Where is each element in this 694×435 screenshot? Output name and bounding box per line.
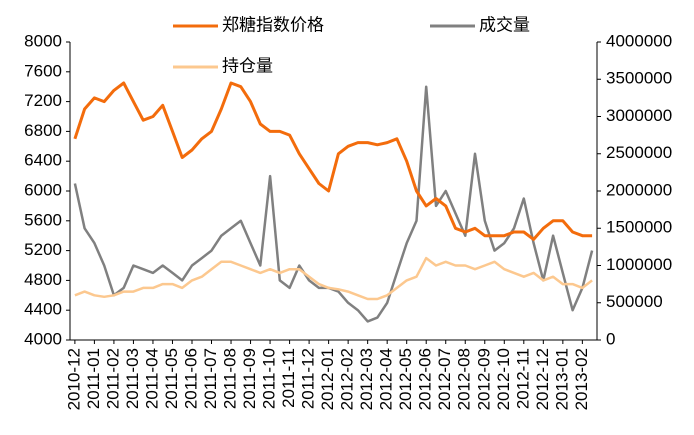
x-tick-label: 2012-09 <box>474 348 493 410</box>
y-tick-label: 4000 <box>24 329 62 348</box>
y-tick-label: 4800 <box>24 270 62 289</box>
x-tick-label: 2012-08 <box>455 348 474 410</box>
x-tick-label: 2013-01 <box>552 348 571 410</box>
x-tick-label: 2012-02 <box>338 348 357 410</box>
x-tick-label: 2012-03 <box>357 348 376 410</box>
x-tick-label: 2011-04 <box>142 348 161 409</box>
x-tick-label: 2012-10 <box>494 348 513 410</box>
series-line <box>73 85 594 323</box>
y2-tick-label: 1000000 <box>606 255 672 274</box>
x-tick-label: 2012-11 <box>513 348 532 409</box>
y-tick-label: 5600 <box>24 210 62 229</box>
y-tick-label: 5200 <box>24 240 62 259</box>
x-tick-label: 2012-05 <box>396 348 415 410</box>
y-tick-label: 7600 <box>24 61 62 80</box>
x-tick-label: 2010-12 <box>64 348 83 410</box>
x-tick-label: 2012-01 <box>318 348 337 410</box>
y2-tick-label: 1500000 <box>606 218 672 237</box>
legend-label: 成交量 <box>479 15 530 34</box>
y2-tick-label: 0 <box>606 329 615 348</box>
x-tick-label: 2012-06 <box>416 348 435 410</box>
legend-label: 郑糖指数价格 <box>222 15 324 34</box>
series-line <box>73 81 593 241</box>
legend-label: 持仓量 <box>222 56 273 75</box>
y2-tick-label: 3000000 <box>606 106 672 125</box>
y2-tick-label: 2500000 <box>606 143 672 162</box>
x-tick-label: 2011-11 <box>279 348 298 408</box>
y-tick-label: 6400 <box>24 151 62 170</box>
x-tick-label: 2012-04 <box>377 348 396 410</box>
y2-tick-label: 2000000 <box>606 180 672 199</box>
y-tick-label: 6000 <box>24 180 62 199</box>
y-tick-label: 4400 <box>24 300 62 319</box>
x-tick-label: 2011-01 <box>84 348 103 409</box>
x-tick-label: 2011-08 <box>221 348 240 409</box>
x-tick-label: 2012-07 <box>435 348 454 410</box>
x-tick-label: 2011-03 <box>123 348 142 409</box>
y2-tick-label: 3500000 <box>606 69 672 88</box>
x-tick-label: 2011-05 <box>162 348 181 409</box>
x-tick-label: 2011-02 <box>103 348 122 409</box>
x-tick-label: 2011-07 <box>201 348 220 409</box>
x-tick-label: 2013-02 <box>572 348 591 410</box>
y2-tick-label: 4000000 <box>606 31 672 50</box>
y-tick-label: 7200 <box>24 91 62 110</box>
x-tick-label: 2011-10 <box>260 348 279 409</box>
x-tick-label: 2011-09 <box>240 348 259 409</box>
series-line <box>74 256 593 301</box>
x-tick-label: 2011-06 <box>181 348 200 409</box>
x-tick-label: 2011-12 <box>299 348 318 409</box>
y-tick-label: 6800 <box>24 121 62 140</box>
x-tick-label: 2012-12 <box>533 348 552 410</box>
y-tick-label: 8000 <box>24 31 62 50</box>
y2-tick-label: 500000 <box>606 292 663 311</box>
